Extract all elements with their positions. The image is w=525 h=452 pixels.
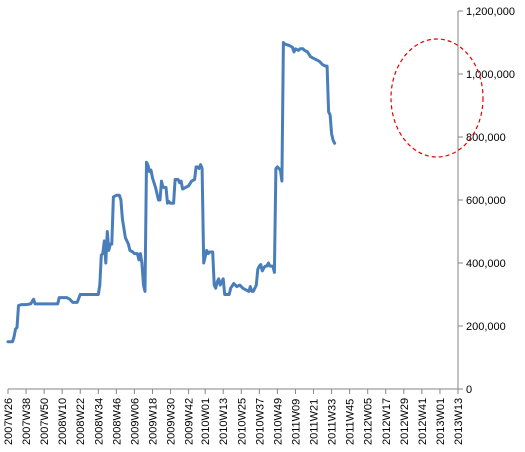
- y-tick-label: 600,000: [466, 195, 506, 207]
- y-axis: 0 200,000 400,000 600,000 800,000 1,000,000 1,…: [457, 6, 515, 396]
- x-tick-label: 2008W34: [93, 398, 105, 445]
- x-tick-label: 2013W01: [435, 398, 447, 445]
- x-tick-label: 2010W13: [218, 398, 230, 445]
- y-tick-label: 400,000: [466, 258, 506, 270]
- x-tick-label: 2011W33: [327, 399, 339, 445]
- x-tick-label: 2010W49: [272, 398, 284, 445]
- series-line: [6, 41, 337, 344]
- x-tick-label: 2009W18: [147, 398, 159, 445]
- x-tick-label: 2012W41: [417, 398, 429, 445]
- annotation-layer: [390, 38, 484, 158]
- x-tick-label: 2012W05: [363, 398, 375, 445]
- x-tick-label: 2012W17: [381, 398, 393, 445]
- x-tick-label: 2010W01: [200, 398, 212, 445]
- highlight-ellipse: [390, 38, 484, 158]
- x-tick-label: 2013W13: [453, 398, 465, 445]
- x-tick-label: 2007W26: [3, 398, 15, 445]
- x-tick-label: 2007W50: [39, 398, 51, 445]
- y-tick-label: 800,000: [466, 132, 506, 144]
- x-tick-label: 2009W30: [166, 398, 178, 445]
- x-tick-label: 2007W38: [21, 398, 33, 445]
- y-tick-label: 200,000: [466, 321, 506, 333]
- y-tick-label: 1,000,000: [466, 69, 515, 81]
- x-tick-label: 2011W21: [309, 399, 321, 445]
- x-tick-label: 2008W46: [111, 398, 123, 445]
- x-tick-label: 2011W45: [345, 399, 357, 445]
- y-tick-label: 1,200,000: [466, 6, 515, 18]
- x-tick-label: 2009W06: [129, 398, 141, 445]
- x-axis: 2007W26 2007W38 2007W50 2008W10 2008W22 2008W…: [3, 388, 465, 445]
- series-layer: [6, 41, 337, 344]
- x-tick-label: 2008W10: [57, 398, 69, 445]
- y-tick-label: 0: [466, 384, 472, 396]
- x-tick-label: 2008W22: [75, 398, 87, 445]
- x-tick-label: 2011W09: [290, 399, 302, 445]
- x-tick-label: 2012W29: [399, 398, 411, 445]
- x-tick-label: 2009W42: [184, 398, 196, 445]
- x-tick-label: 2010W37: [254, 398, 266, 445]
- x-tick-label: 2010W25: [236, 398, 248, 445]
